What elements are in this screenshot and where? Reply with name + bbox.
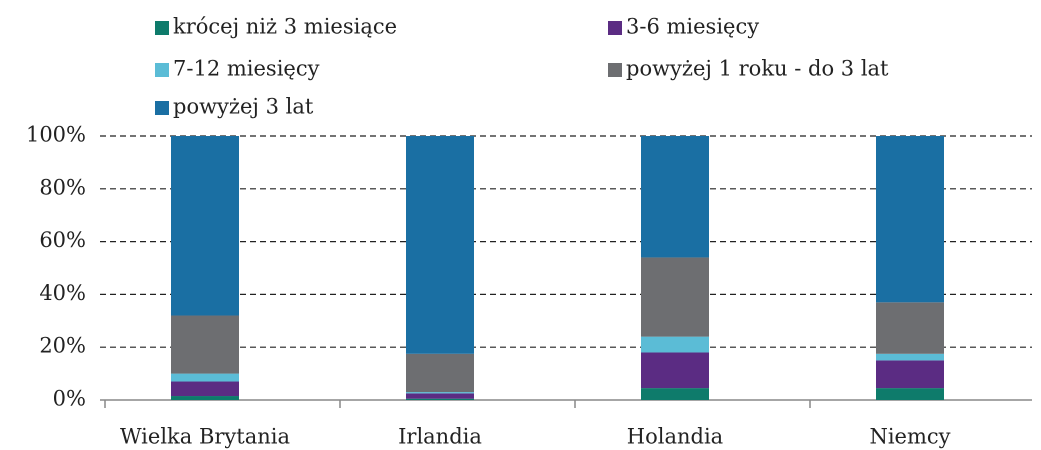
- bar-segment: [171, 373, 239, 382]
- bar-segment: [406, 392, 474, 394]
- bar-segment: [876, 353, 944, 361]
- bar-segment: [876, 388, 944, 400]
- bar-segment: [641, 257, 709, 337]
- y-tick-label: 0%: [53, 387, 86, 411]
- y-tick-label: 80%: [39, 175, 86, 199]
- legend-swatch: [608, 21, 622, 35]
- y-tick-label: 60%: [39, 228, 86, 252]
- bar-segment: [641, 352, 709, 389]
- bar-segment: [641, 136, 709, 258]
- bar-segment: [171, 315, 239, 374]
- bar-segment: [641, 336, 709, 353]
- legend-label: powyżej 3 lat: [173, 95, 314, 119]
- bar-segment: [406, 398, 474, 400]
- bar-segment: [876, 360, 944, 389]
- bar-segment: [876, 302, 944, 354]
- bar-segment: [876, 136, 944, 303]
- bar-segment: [641, 388, 709, 400]
- legend-label: 3-6 miesięcy: [626, 15, 759, 39]
- bar-segment: [171, 136, 239, 316]
- bar-segment: [406, 353, 474, 393]
- y-tick-label: 40%: [39, 281, 86, 305]
- legend-swatch: [155, 101, 169, 115]
- legend-swatch: [155, 21, 169, 35]
- legend-label: krócej niż 3 miesiące: [173, 15, 397, 39]
- legend-swatch: [608, 63, 622, 77]
- y-tick-label: 100%: [26, 123, 86, 147]
- bar-segment: [406, 136, 474, 354]
- bar-segment: [406, 393, 474, 399]
- y-tick-label: 20%: [39, 334, 86, 358]
- bar-segment: [171, 381, 239, 397]
- bar-segment: [171, 396, 239, 400]
- legend-label: 7-12 miesięcy: [173, 57, 320, 81]
- x-tick-label: Holandia: [627, 425, 723, 449]
- x-tick-label: Wielka Brytania: [120, 425, 290, 449]
- x-tick-label: Niemcy: [869, 425, 950, 449]
- legend-label: powyżej 1 roku - do 3 lat: [626, 57, 889, 81]
- x-tick-label: Irlandia: [398, 425, 482, 449]
- legend-swatch: [155, 63, 169, 77]
